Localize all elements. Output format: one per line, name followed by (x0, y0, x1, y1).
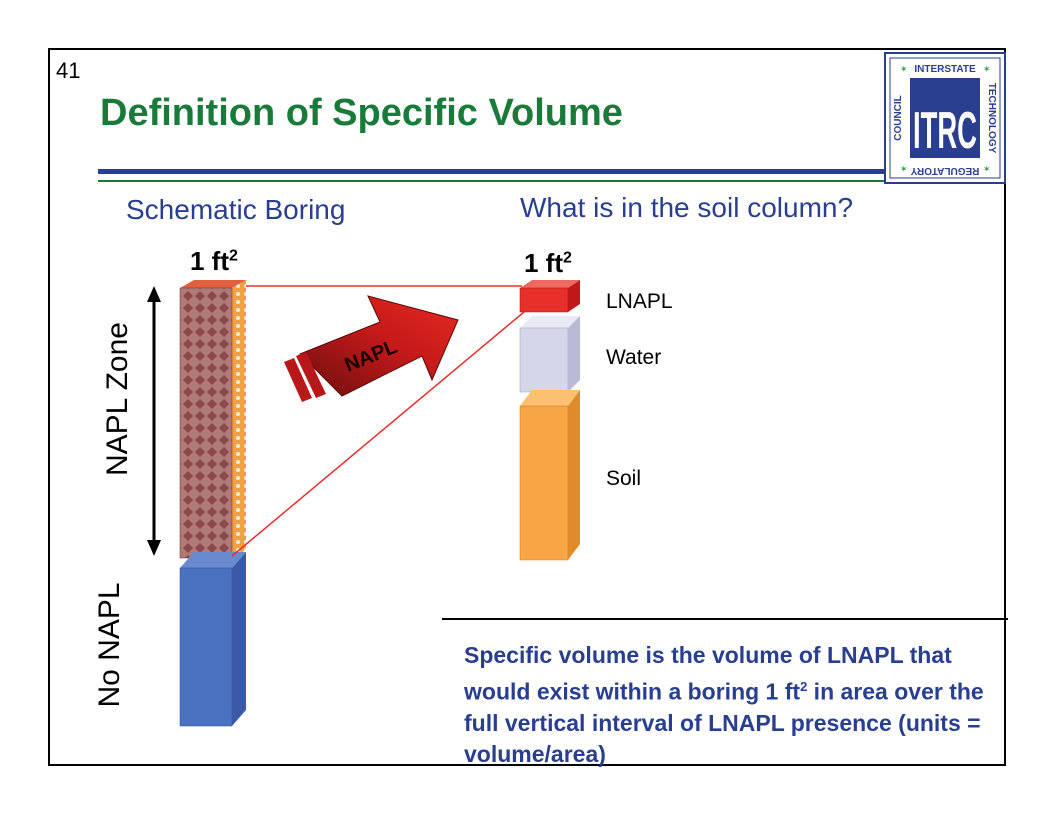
logo-word-top: INTERSTATE (914, 64, 976, 75)
slide-number: 41 (56, 58, 81, 83)
slide-frame: 41 Definition of Specific Volume ITRC IN… (48, 48, 1008, 767)
diagram-art: NAPL (147, 280, 580, 727)
itrc-logo: ITRC INTERSTATE TECHNOLOGY REGULATORY CO… (884, 52, 1006, 184)
boring-area-label: 1 ft2 (190, 246, 238, 276)
right-panel-heading: What is in the soil column? (520, 192, 854, 223)
logo-star-icon: ✶ (983, 64, 991, 74)
lnapl-layer (519, 280, 580, 313)
napl-arrow-icon: NAPL (284, 295, 459, 402)
projection-line-bottom (231, 311, 525, 557)
logo-word-bottom: REGULATORY (910, 165, 979, 176)
napl-zone-boring (179, 280, 246, 559)
title-rule-green (98, 180, 1006, 182)
logo-word-left: COUNCIL (893, 95, 904, 141)
no-napl-boring (179, 552, 246, 727)
napl-zone-extent-arrow (147, 286, 161, 556)
layer-label-lnapl: LNAPL (606, 290, 673, 313)
boring-top-face (180, 280, 246, 288)
layer-label-soil: Soil (606, 467, 642, 490)
title-rule-blue (98, 169, 898, 174)
logo-star-icon: ✶ (900, 164, 908, 174)
logo-word-right: TECHNOLOGY (986, 83, 997, 154)
boring-side-face (232, 280, 246, 558)
logo-letters: ITRC (913, 102, 977, 160)
logo-star-icon: ✶ (900, 64, 908, 74)
boring-front-face (180, 288, 232, 558)
column-area-label: 1 ft2 (524, 248, 572, 278)
definition-divider (442, 618, 1008, 620)
water-layer (519, 316, 580, 393)
definition-text: Specific volume is the volume of LNAPL t… (464, 642, 984, 767)
logo-star-icon: ✶ (983, 164, 991, 174)
slide-title: Definition of Specific Volume (100, 92, 623, 134)
left-panel-heading: Schematic Boring (126, 194, 346, 225)
layer-label-water: Water (606, 346, 662, 369)
soil-layer (519, 390, 580, 561)
